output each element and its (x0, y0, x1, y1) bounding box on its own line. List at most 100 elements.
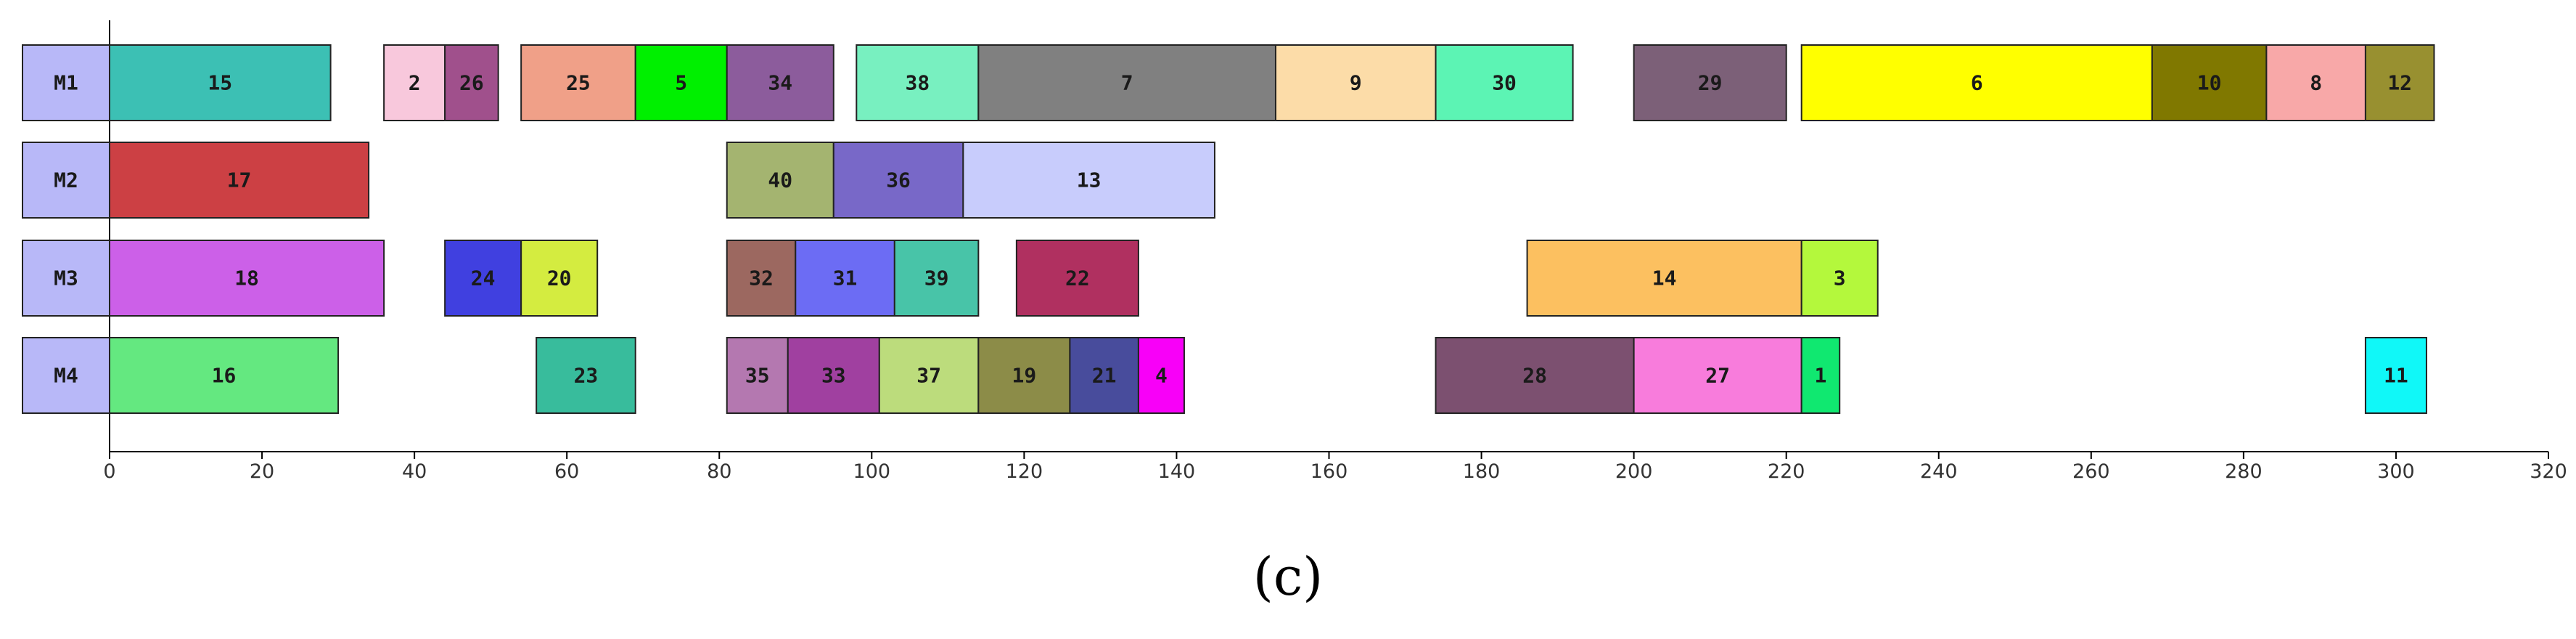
task-label: 7 (1121, 71, 1133, 95)
x-tick-label: 300 (2377, 460, 2415, 483)
x-tick-label: 280 (2225, 460, 2263, 483)
task-bar (726, 337, 789, 414)
task-label: 38 (905, 71, 930, 95)
task-label: 26 (459, 71, 484, 95)
task-bar (1435, 44, 1574, 121)
task-bar (109, 337, 340, 414)
task-label: 16 (212, 364, 237, 388)
task-label: 36 (886, 168, 911, 192)
x-tick-label: 100 (853, 460, 891, 483)
figure-caption: (c) (1252, 546, 1324, 607)
task-bar (726, 240, 797, 317)
x-tick-label: 160 (1310, 460, 1348, 483)
machine-label: M1 (54, 71, 78, 95)
machine-label-box (22, 337, 110, 414)
task-label: 37 (916, 364, 941, 388)
task-label: 22 (1065, 266, 1090, 290)
task-label: 15 (208, 71, 232, 95)
task-label: 1 (1815, 364, 1827, 388)
task-bar (878, 337, 980, 414)
task-label: 12 (2387, 71, 2412, 95)
task-bar (832, 142, 964, 219)
task-label: 32 (749, 266, 774, 290)
x-tick-label: 20 (250, 460, 274, 483)
task-label: 27 (1705, 364, 1730, 388)
task-label: 24 (471, 266, 496, 290)
x-tick-label: 200 (1615, 460, 1653, 483)
task-label: 11 (2384, 364, 2408, 388)
task-bar (444, 240, 522, 317)
x-tick-label: 260 (2072, 460, 2110, 483)
task-bar (977, 44, 1276, 121)
machine-row-m2: M2 17 40 36 13 (22, 142, 1215, 219)
task-label: 40 (768, 168, 792, 192)
task-label: 4 (1155, 364, 1168, 388)
task-bar (856, 44, 980, 121)
task-bar (726, 44, 834, 121)
task-label: 28 (1522, 364, 1547, 388)
task-label: 33 (821, 364, 846, 388)
task-label: 18 (234, 266, 259, 290)
task-bar (520, 240, 599, 317)
x-tick-label: 60 (554, 460, 579, 483)
task-bar (1633, 337, 1802, 414)
x-tick-label: 320 (2530, 460, 2567, 483)
x-tick-label: 240 (1920, 460, 1958, 483)
x-tick-label: 80 (707, 460, 731, 483)
task-label: 13 (1077, 168, 1102, 192)
task-label: 23 (574, 364, 599, 388)
x-tick-label: 40 (402, 460, 427, 483)
task-bar (520, 44, 636, 121)
task-bar (383, 44, 446, 121)
task-bar (1274, 44, 1437, 121)
task-label: 14 (1652, 266, 1677, 290)
task-bar (109, 142, 370, 219)
x-tick-label: 140 (1158, 460, 1196, 483)
task-bar (444, 44, 499, 121)
task-label: 19 (1012, 364, 1037, 388)
task-label: 25 (566, 71, 591, 95)
task-label: 35 (745, 364, 770, 388)
task-bar (795, 240, 895, 317)
machine-row-m1: M1 15 2 26 25 5 34 38 7 9 30 29 6 10 8 12 (22, 44, 2435, 121)
task-label: 5 (675, 71, 687, 95)
task-label: 31 (833, 266, 858, 290)
task-label: 8 (2310, 71, 2322, 95)
task-bar (109, 240, 385, 317)
task-bar (1015, 240, 1139, 317)
task-label: 30 (1492, 71, 1517, 95)
task-bar (1800, 337, 1841, 414)
task-bar (2364, 44, 2435, 121)
task-label: 39 (924, 266, 949, 290)
task-label: 6 (1971, 71, 1983, 95)
task-bar (893, 240, 980, 317)
task-bar (109, 44, 332, 121)
task-bar (1800, 240, 1879, 317)
machine-row-m3: M3 18 24 20 32 31 39 22 14 3 (22, 240, 1879, 317)
task-bar (1633, 44, 1787, 121)
task-bar (2364, 337, 2427, 414)
machine-label: M2 (54, 168, 78, 192)
x-tick-label: 180 (1463, 460, 1501, 483)
x-tick-label: 220 (1768, 460, 1805, 483)
x-tick-label: 0 (103, 460, 115, 483)
task-label: 20 (547, 266, 572, 290)
task-bar (1137, 337, 1185, 414)
task-bar (962, 142, 1215, 219)
machine-label: M4 (54, 364, 78, 388)
task-bar (2151, 44, 2268, 121)
task-label: 9 (1350, 71, 1362, 95)
task-label: 17 (227, 168, 252, 192)
x-tick-label: 120 (1006, 460, 1043, 483)
task-label: 29 (1698, 71, 1723, 95)
task-label: 34 (768, 71, 792, 95)
machine-label-box (22, 44, 110, 121)
task-bar (2265, 44, 2366, 121)
task-bar (536, 337, 636, 414)
task-label: 2 (409, 71, 421, 95)
task-bar (977, 337, 1071, 414)
task-label: 10 (2197, 71, 2222, 95)
task-label: 21 (1092, 364, 1117, 388)
